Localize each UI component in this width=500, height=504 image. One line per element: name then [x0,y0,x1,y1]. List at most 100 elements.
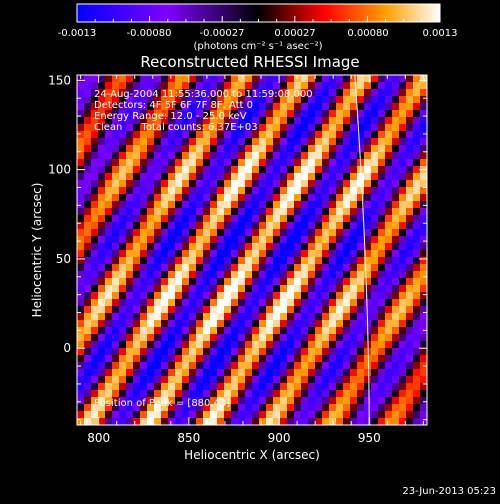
heatmap-pixel [287,103,295,111]
heatmap-pixel [273,215,281,223]
heatmap-pixel [378,341,386,349]
heatmap-pixel [294,320,302,328]
heatmap-pixel [287,397,295,405]
heatmap-pixel [350,117,358,125]
heatmap-pixel [280,124,288,132]
heatmap-pixel [119,173,127,181]
heatmap-pixel [287,362,295,370]
heatmap-pixel [406,411,414,419]
heatmap-pixel [203,152,211,160]
heatmap-pixel [357,285,365,293]
heatmap-pixel [413,229,421,237]
heatmap-pixel [287,82,295,90]
heatmap-pixel [343,187,351,195]
heatmap-pixel [196,411,204,419]
heatmap-pixel [119,215,127,223]
heatmap-pixel [378,348,386,356]
heatmap-pixel [420,243,427,251]
heatmap-pixel [98,89,106,97]
heatmap-pixel [196,117,204,125]
heatmap-pixel [210,208,218,216]
heatmap-pixel [350,82,358,90]
heatmap-pixel [231,292,239,300]
heatmap-pixel [175,103,183,111]
heatmap-pixel [161,187,169,195]
heatmap-pixel [126,320,134,328]
heatmap-pixel [371,110,379,118]
heatmap-pixel [329,264,337,272]
heatmap-pixel [231,376,239,384]
peak-position: Position of Peak = [880,43] [94,398,230,409]
heatmap-pixel [196,327,204,335]
heatmap-pixel [210,229,218,237]
heatmap-pixel [196,229,204,237]
heatmap-pixel [154,362,162,370]
heatmap-pixel [84,166,92,174]
heatmap-pixel [385,257,393,265]
heatmap-pixel [378,96,386,104]
heatmap-pixel [287,110,295,118]
heatmap-pixel [308,341,316,349]
heatmap-pixel [392,250,400,258]
heatmap-pixel [350,411,358,419]
heatmap-pixel [252,313,260,321]
heatmap-pixel [140,334,148,342]
heatmap-pixel [406,180,414,188]
heatmap-pixel [364,299,372,307]
heatmap-pixel [147,327,155,335]
heatmap-pixel [322,355,330,363]
y-tick-label: 150 [48,73,71,87]
heatmap-pixel [217,89,225,97]
heatmap-pixel [287,138,295,146]
heatmap-pixel [140,383,148,391]
heatmap-pixel [315,411,323,419]
heatmap-pixel [315,264,323,272]
heatmap-pixel [371,89,379,97]
heatmap-pixel [385,348,393,356]
heatmap-pixel [294,75,302,83]
heatmap-pixel [259,117,267,125]
heatmap-pixel [406,222,414,230]
heatmap-pixel [133,313,141,321]
heatmap-pixel [203,257,211,265]
heatmap-pixel [413,362,421,370]
heatmap-pixel [280,334,288,342]
heatmap-pixel [266,334,274,342]
heatmap-pixel [133,362,141,370]
heatmap-pixel [287,404,295,412]
heatmap-pixel [175,222,183,230]
heatmap-pixel [168,369,176,377]
heatmap-pixel [308,103,316,111]
heatmap-pixel [210,376,218,384]
heatmap-pixel [350,138,358,146]
heatmap-pixel [119,159,127,167]
heatmap-pixel [378,250,386,258]
heatmap-pixel [350,159,358,167]
heatmap-pixel [231,355,239,363]
heatmap-pixel [308,166,316,174]
heatmap-pixel [406,250,414,258]
heatmap-pixel [322,243,330,251]
heatmap-pixel [91,383,99,391]
heatmap-pixel [147,75,155,83]
heatmap-pixel [259,96,267,104]
heatmap-pixel [161,383,169,391]
heatmap-pixel [413,257,421,265]
heatmap-pixel [294,180,302,188]
heatmap-pixel [343,313,351,321]
heatmap-pixel [350,355,358,363]
heatmap-pixel [329,194,337,202]
heatmap-pixel [364,131,372,139]
heatmap-pixel [322,222,330,230]
heatmap-pixel [392,362,400,370]
heatmap-pixel [98,355,106,363]
heatmap-pixel [308,236,316,244]
heatmap-pixel [392,75,400,83]
heatmap-pixel [350,418,358,425]
heatmap-pixel [140,376,148,384]
heatmap-pixel [217,208,225,216]
heatmap-pixel [266,103,274,111]
heatmap-pixel [322,208,330,216]
heatmap-pixel [392,96,400,104]
heatmap-pixel [392,299,400,307]
